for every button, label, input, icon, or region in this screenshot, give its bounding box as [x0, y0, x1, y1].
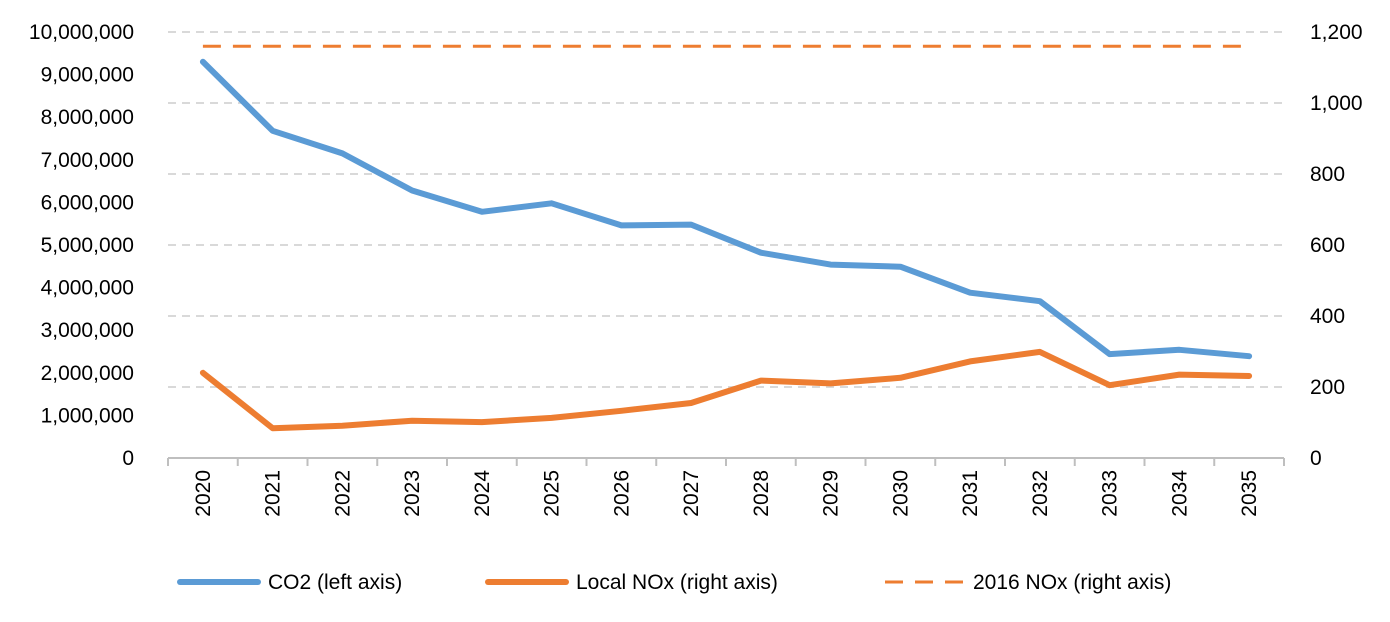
left-axis-tick-label: 0	[122, 447, 134, 470]
right-axis-tick-label: 200	[1310, 376, 1345, 399]
x-axis-tick-label: 2022	[331, 470, 354, 517]
right-axis-tick-label: 0	[1310, 447, 1322, 470]
left-axis-tick-label: 9,000,000	[41, 64, 134, 87]
right-axis-tick-label: 1,000	[1310, 92, 1363, 115]
left-axis-tick-label: 3,000,000	[41, 319, 134, 342]
legend-label: CO2 (left axis)	[268, 571, 402, 594]
gridlines	[168, 31, 1284, 388]
series-line-1	[199, 58, 1253, 360]
legend-label: 2016 NOx (right axis)	[973, 571, 1171, 594]
axes	[167, 457, 1285, 466]
series-line-2	[199, 348, 1253, 432]
x-axis-tick-label: 2025	[541, 470, 564, 517]
x-axis-tick-label: 2027	[680, 470, 703, 517]
x-axis-tick-label: 2029	[820, 470, 843, 517]
x-axis-tick-label: 2032	[1029, 470, 1052, 517]
x-axis-tick-label: 2024	[471, 470, 494, 517]
left-axis-tick-label: 10,000,000	[29, 21, 134, 44]
x-axis-tick-label: 2028	[750, 470, 773, 517]
left-axis-tick-label: 1,000,000	[41, 404, 134, 427]
x-axis-tick-label: 2031	[959, 470, 982, 517]
left-axis-tick-labels: 0 1,000,000 2,000,000 3,000,000 4,000,000 5,0…	[29, 21, 134, 470]
left-axis-tick-label: 8,000,000	[41, 106, 134, 129]
left-axis-tick-label: 5,000,000	[41, 234, 134, 257]
x-axis-tick-label: 2033	[1099, 470, 1122, 517]
left-axis-tick-label: 4,000,000	[41, 277, 134, 300]
legend: CO2 (left axis) Local NOx (right axis) 201…	[177, 571, 1171, 594]
x-axis-tick-label: 2034	[1168, 470, 1191, 517]
left-axis-tick-label: 7,000,000	[41, 149, 134, 172]
x-axis-tick-label: 2026	[610, 470, 633, 517]
legend-label: Local NOx (right axis)	[576, 571, 778, 594]
left-axis-tick-label: 2,000,000	[41, 362, 134, 385]
x-axis-tick-labels: 2020 2021 2022 2023 2024 2025 2026 2027 2028 2029…	[192, 470, 1261, 517]
x-axis-tick-label: 2020	[192, 470, 215, 517]
x-axis-tick-label: 2035	[1238, 470, 1261, 517]
left-axis-tick-label: 6,000,000	[41, 191, 134, 214]
right-axis-tick-labels: 0 200 400 600 800 1,000 1,200	[1310, 21, 1363, 470]
right-axis-tick-label: 1,200	[1310, 21, 1363, 44]
x-axis-tick-label: 2030	[889, 470, 912, 517]
series-lines	[199, 44, 1253, 432]
x-axis-tick-label: 2023	[401, 470, 424, 517]
x-axis-tick-label: 2021	[262, 470, 285, 517]
right-axis-tick-label: 800	[1310, 163, 1345, 186]
right-axis-tick-label: 400	[1310, 305, 1345, 328]
right-axis-tick-label: 600	[1310, 234, 1345, 257]
